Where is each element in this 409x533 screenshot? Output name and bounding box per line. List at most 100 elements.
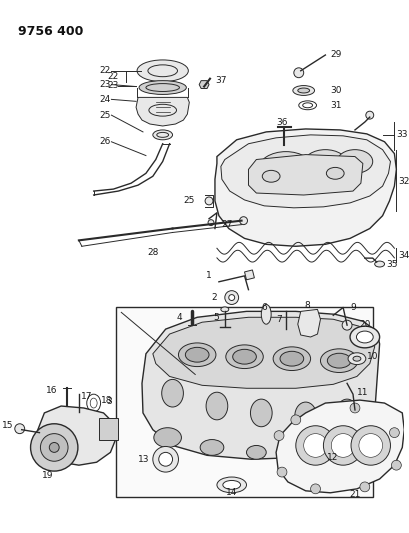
Text: 24: 24 <box>99 95 110 104</box>
Circle shape <box>310 484 320 494</box>
Ellipse shape <box>349 326 379 348</box>
Ellipse shape <box>206 392 227 420</box>
Circle shape <box>330 434 354 457</box>
Circle shape <box>274 431 283 441</box>
Polygon shape <box>248 155 362 195</box>
FancyBboxPatch shape <box>98 418 118 440</box>
Text: 6: 6 <box>261 303 267 312</box>
Ellipse shape <box>153 427 181 447</box>
Circle shape <box>359 482 369 492</box>
Text: 26: 26 <box>99 138 110 146</box>
Ellipse shape <box>272 347 310 370</box>
Text: 19: 19 <box>41 471 53 480</box>
Circle shape <box>350 426 389 465</box>
Text: 25: 25 <box>99 111 110 119</box>
Circle shape <box>153 447 178 472</box>
Text: 4: 4 <box>176 313 182 322</box>
Text: 17: 17 <box>81 392 92 401</box>
Ellipse shape <box>139 80 186 94</box>
Ellipse shape <box>262 171 279 182</box>
Text: 32: 32 <box>398 177 409 185</box>
Ellipse shape <box>303 150 346 177</box>
Circle shape <box>303 434 326 457</box>
Ellipse shape <box>335 399 357 427</box>
Ellipse shape <box>178 343 216 367</box>
Circle shape <box>365 111 373 119</box>
Ellipse shape <box>374 261 384 267</box>
Polygon shape <box>142 311 379 459</box>
Text: 5: 5 <box>213 313 218 322</box>
Polygon shape <box>214 129 396 246</box>
Circle shape <box>158 453 172 466</box>
Ellipse shape <box>258 151 313 187</box>
Circle shape <box>295 426 335 465</box>
Text: 11: 11 <box>356 387 368 397</box>
Circle shape <box>290 415 300 425</box>
Polygon shape <box>37 406 116 465</box>
Circle shape <box>349 403 359 413</box>
Text: 23: 23 <box>107 81 118 90</box>
Ellipse shape <box>297 88 309 93</box>
Circle shape <box>204 197 212 205</box>
Text: 22: 22 <box>99 66 110 75</box>
Text: 20: 20 <box>358 320 370 329</box>
Ellipse shape <box>200 440 223 455</box>
Circle shape <box>276 467 286 477</box>
Ellipse shape <box>222 480 240 489</box>
Text: 14: 14 <box>225 488 237 497</box>
Circle shape <box>15 424 25 434</box>
Text: 13: 13 <box>138 455 150 464</box>
Text: 37: 37 <box>214 76 226 85</box>
Circle shape <box>239 217 247 224</box>
Ellipse shape <box>161 379 183 407</box>
Text: 12: 12 <box>326 453 338 462</box>
Text: 36: 36 <box>276 118 287 126</box>
FancyBboxPatch shape <box>288 450 333 464</box>
Polygon shape <box>136 98 189 126</box>
Ellipse shape <box>352 356 360 361</box>
Circle shape <box>31 424 78 471</box>
Ellipse shape <box>292 86 314 95</box>
Text: 9: 9 <box>349 303 355 312</box>
Text: 27: 27 <box>220 220 231 229</box>
Circle shape <box>293 68 303 78</box>
Text: 25: 25 <box>183 197 195 205</box>
Ellipse shape <box>137 60 188 82</box>
Polygon shape <box>275 400 403 493</box>
Polygon shape <box>297 309 320 337</box>
Ellipse shape <box>347 353 365 365</box>
Circle shape <box>342 320 351 330</box>
Text: 1: 1 <box>206 271 211 280</box>
Ellipse shape <box>355 331 372 343</box>
Text: 31: 31 <box>330 101 341 110</box>
Polygon shape <box>244 270 254 280</box>
Ellipse shape <box>250 399 272 427</box>
Polygon shape <box>199 80 209 88</box>
Polygon shape <box>220 135 389 208</box>
Text: 18: 18 <box>100 395 112 405</box>
Ellipse shape <box>225 345 263 368</box>
Text: 8: 8 <box>304 301 310 310</box>
Text: 28: 28 <box>147 248 158 257</box>
Ellipse shape <box>279 351 303 366</box>
Text: 34: 34 <box>398 251 409 260</box>
Ellipse shape <box>153 130 172 140</box>
Ellipse shape <box>185 348 209 362</box>
Text: 7: 7 <box>276 315 281 324</box>
Ellipse shape <box>220 307 228 312</box>
Circle shape <box>358 434 382 457</box>
Text: 2: 2 <box>211 293 216 302</box>
Circle shape <box>40 434 68 461</box>
Text: 9756 400: 9756 400 <box>18 26 83 38</box>
Text: 10: 10 <box>366 352 378 361</box>
Text: 15: 15 <box>2 421 14 430</box>
Ellipse shape <box>216 477 246 493</box>
Circle shape <box>224 290 238 304</box>
Circle shape <box>228 295 234 301</box>
Circle shape <box>207 220 213 225</box>
Text: 30: 30 <box>330 86 341 95</box>
Polygon shape <box>153 317 374 388</box>
Ellipse shape <box>246 446 265 459</box>
Ellipse shape <box>232 349 256 364</box>
Text: 21: 21 <box>348 490 360 499</box>
